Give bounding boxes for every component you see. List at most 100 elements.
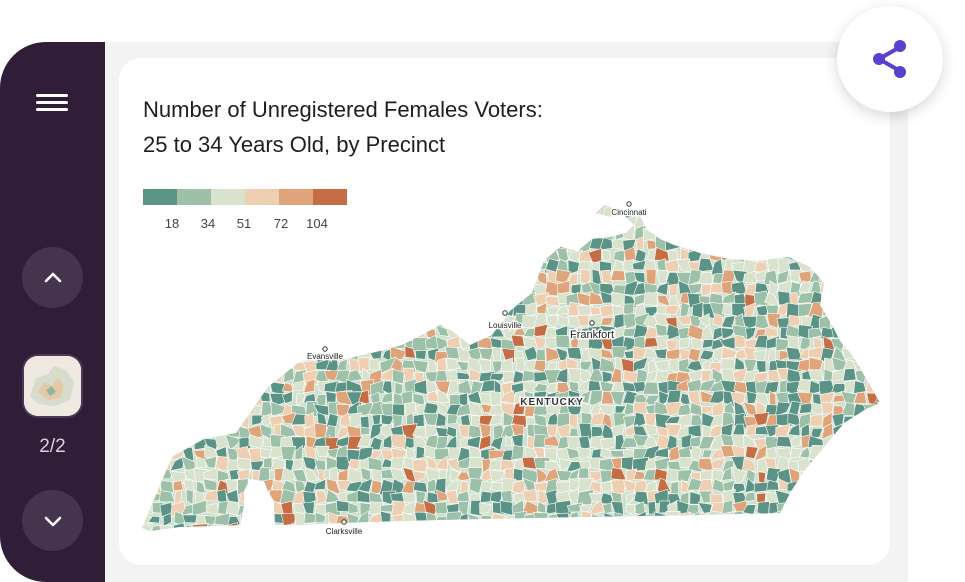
- precinct: [203, 306, 220, 317]
- precinct: [412, 224, 427, 241]
- precinct: [543, 205, 559, 218]
- precinct: [533, 371, 549, 383]
- precinct: [568, 205, 579, 209]
- precinct: [271, 334, 283, 352]
- precinct: [313, 236, 330, 251]
- precinct: [437, 303, 451, 315]
- precinct: [281, 214, 297, 231]
- precinct: [160, 280, 174, 297]
- precinct: [142, 389, 153, 407]
- precinct: [150, 303, 164, 317]
- precinct: [764, 292, 780, 308]
- precinct: [799, 238, 812, 249]
- precinct: [810, 503, 825, 514]
- precinct: [302, 378, 316, 394]
- precinct: [471, 293, 484, 307]
- precinct: [326, 280, 339, 295]
- thumbnail-image: [24, 356, 81, 416]
- precinct: [206, 249, 219, 264]
- precinct: [336, 259, 352, 275]
- precinct: [213, 272, 230, 285]
- precinct: [492, 238, 507, 249]
- precinct: [379, 238, 396, 254]
- precinct: [313, 478, 327, 491]
- precinct: [213, 213, 228, 229]
- slide-thumbnail[interactable]: [22, 354, 83, 418]
- precinct: [865, 381, 879, 394]
- precinct: [415, 445, 426, 460]
- precinct: [260, 226, 275, 239]
- precinct: [148, 470, 161, 485]
- precinct: [173, 246, 182, 263]
- hamburger-menu-icon[interactable]: [36, 90, 68, 116]
- precinct: [149, 292, 161, 307]
- precinct: [356, 434, 372, 448]
- precinct: [345, 205, 364, 220]
- precinct: [489, 414, 503, 426]
- precinct: [292, 269, 307, 285]
- precinct: [315, 249, 329, 264]
- precinct: [183, 235, 196, 254]
- precinct: [425, 282, 440, 295]
- precinct: [238, 323, 253, 338]
- precinct: [752, 349, 767, 363]
- precinct: [867, 228, 877, 241]
- precinct: [493, 248, 505, 264]
- precinct: [600, 348, 615, 360]
- precinct: [142, 316, 154, 328]
- precinct: [635, 205, 648, 208]
- precinct: [159, 301, 176, 320]
- precinct: [545, 534, 560, 545]
- precinct: [774, 510, 792, 527]
- precinct: [522, 257, 540, 274]
- precinct: [191, 523, 210, 531]
- precinct: [151, 346, 165, 360]
- precinct: [193, 205, 205, 208]
- precinct: [579, 510, 593, 527]
- precinct: [214, 405, 229, 418]
- precinct: [753, 511, 766, 528]
- precinct: [347, 281, 363, 297]
- precinct: [149, 238, 161, 252]
- precinct: [379, 247, 396, 265]
- precinct: [413, 378, 430, 395]
- precinct: [271, 367, 284, 384]
- precinct: [567, 368, 583, 385]
- precinct: [171, 368, 188, 384]
- precinct: [799, 470, 813, 484]
- precinct: [448, 524, 461, 531]
- precinct: [852, 501, 866, 516]
- precinct: [390, 335, 406, 349]
- city-label-louisville: Louisville: [489, 321, 522, 330]
- next-slide-button[interactable]: [22, 490, 83, 551]
- precinct: [787, 513, 804, 529]
- precinct: [777, 269, 790, 284]
- precinct: [644, 205, 658, 206]
- state-label: KENTUCKY: [520, 397, 584, 408]
- share-button[interactable]: [837, 6, 943, 112]
- precinct: [282, 335, 298, 349]
- precinct: [447, 236, 461, 254]
- precinct: [149, 217, 163, 231]
- precinct: [788, 527, 800, 531]
- precinct: [281, 466, 295, 482]
- precinct: [679, 218, 693, 231]
- previous-slide-button[interactable]: [22, 247, 83, 308]
- precinct: [467, 326, 483, 342]
- precinct: [753, 481, 770, 493]
- precinct: [281, 259, 296, 271]
- precinct: [191, 225, 209, 241]
- precinct: [425, 270, 441, 282]
- precinct: [730, 225, 746, 243]
- precinct: [456, 250, 471, 262]
- precinct: [390, 303, 404, 319]
- precinct: [193, 390, 210, 407]
- precinct: [620, 437, 638, 449]
- precinct: [723, 205, 737, 207]
- precinct: [169, 327, 184, 340]
- precinct: [268, 326, 285, 341]
- precinct: [767, 535, 775, 545]
- precinct: [160, 393, 176, 406]
- precinct: [470, 315, 480, 327]
- precinct: [394, 281, 404, 296]
